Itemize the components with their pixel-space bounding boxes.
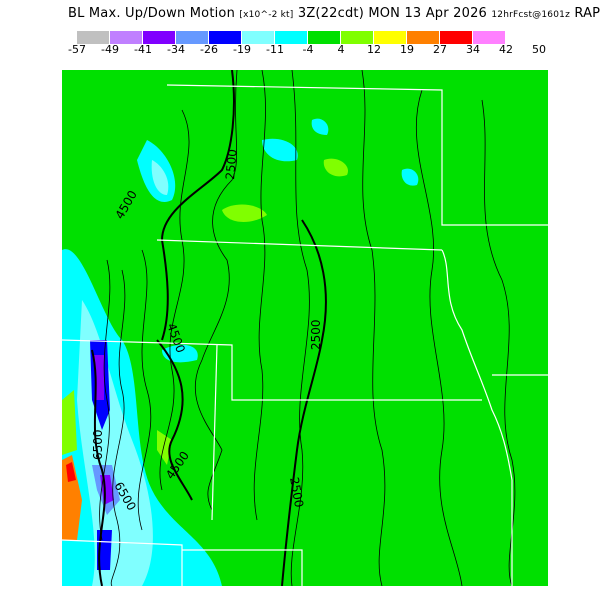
legend-swatch <box>407 31 439 44</box>
legend-swatch <box>308 31 340 44</box>
legend-swatch <box>110 31 142 44</box>
contour-label: 6500 <box>91 429 105 460</box>
forecast-info: 12hrFcst@1601z <box>491 10 571 20</box>
legend-tick-label: 42 <box>499 43 513 56</box>
legend-swatch <box>143 31 175 44</box>
legend-tick-label: -11 <box>266 43 284 56</box>
legend-tick-label: -49 <box>101 43 119 56</box>
major-contours <box>91 70 327 586</box>
legend-tick-label: -19 <box>233 43 251 56</box>
color-legend <box>77 31 506 44</box>
units: [x10^-2 kt] <box>239 10 294 20</box>
legend-tick-label: -57 <box>68 43 86 56</box>
legend-tick-label: 12 <box>367 43 381 56</box>
contour-label: 2500 <box>223 149 240 181</box>
legend-tick-label: -26 <box>200 43 218 56</box>
legend-tick-label: 50 <box>532 43 546 56</box>
state-borders <box>62 84 548 586</box>
model-name: RAP <box>574 6 601 21</box>
map-plot: 2500 4500 4500 2500 4500 2500 6500 6500 <box>62 70 548 586</box>
legend-tick-label: 19 <box>400 43 414 56</box>
valid-time: 3Z(22cdt) MON 13 Apr 2026 <box>297 6 488 21</box>
legend-swatch <box>440 31 472 44</box>
contour-lines <box>99 70 516 586</box>
legend-tick-label: 34 <box>466 43 480 56</box>
legend-swatch <box>77 31 109 44</box>
legend-swatch <box>176 31 208 44</box>
map-title: BL Max. Up/Down Motion [x10^-2 kt] 3Z(22… <box>68 6 600 21</box>
legend-tick-label: 27 <box>433 43 447 56</box>
contour-label: 2500 <box>287 476 306 509</box>
legend-swatch <box>374 31 406 44</box>
field-name: BL Max. Up/Down Motion <box>68 6 236 21</box>
legend-swatch <box>473 31 505 44</box>
contour-label: 2500 <box>309 319 323 350</box>
legend-tick-label: -4 <box>302 43 314 56</box>
legend-swatch <box>341 31 373 44</box>
legend-swatch <box>209 31 241 44</box>
motion-shading <box>62 118 419 586</box>
legend-ticks: -57 -49 -41 -34 -26 -19 -11 -4 4 12 19 27 34 42 50 <box>60 43 560 57</box>
legend-swatch <box>242 31 274 44</box>
legend-tick-label: 4 <box>337 43 345 56</box>
legend-tick-label: -41 <box>134 43 152 56</box>
legend-swatch <box>275 31 307 44</box>
legend-tick-label: -34 <box>167 43 185 56</box>
